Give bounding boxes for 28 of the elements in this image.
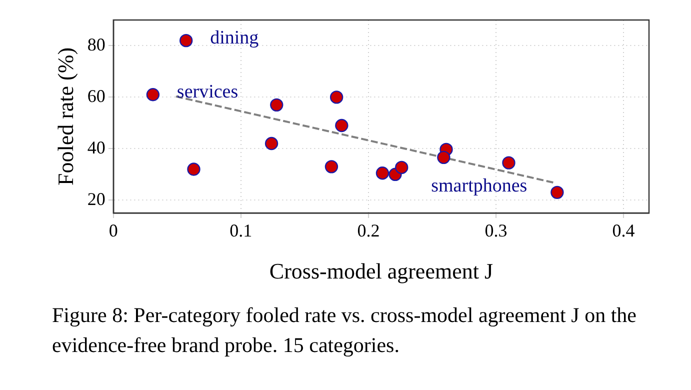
- point: [437, 150, 450, 164]
- y-tick-label: 40: [87, 137, 106, 158]
- point: [187, 162, 200, 176]
- x-tick-label: 0.1: [230, 220, 252, 241]
- point: [376, 166, 390, 180]
- point: [330, 90, 344, 104]
- y-tick-label: 20: [87, 188, 106, 209]
- point: [179, 34, 193, 48]
- x-tick-label: 0: [108, 220, 118, 241]
- point: [502, 156, 516, 170]
- y-tick-label: 80: [87, 34, 106, 54]
- point: [335, 118, 348, 132]
- y-tick-label: 60: [87, 86, 106, 106]
- annotation: services: [176, 82, 238, 103]
- annotation: dining: [210, 28, 260, 49]
- caption: Figure 8: Per-category fooled rate vs. cross-model agreement J on the evidence-free brand probe. 15 categories.: [52, 302, 638, 359]
- x-tick-label: 0.4: [612, 220, 635, 241]
- point: [270, 98, 284, 112]
- x-tick-label: 0.2: [357, 220, 380, 241]
- y-axis-title: Fooled rate (%): [52, 47, 78, 186]
- x-tick-label: 0.3: [484, 220, 508, 241]
- point: [264, 136, 278, 150]
- point: [146, 88, 160, 102]
- point: [324, 160, 338, 174]
- point: [395, 160, 408, 174]
- point: [550, 186, 564, 200]
- annotation: smartphones: [431, 175, 528, 196]
- x-axis-title: Cross-model agreement J: [269, 258, 494, 284]
